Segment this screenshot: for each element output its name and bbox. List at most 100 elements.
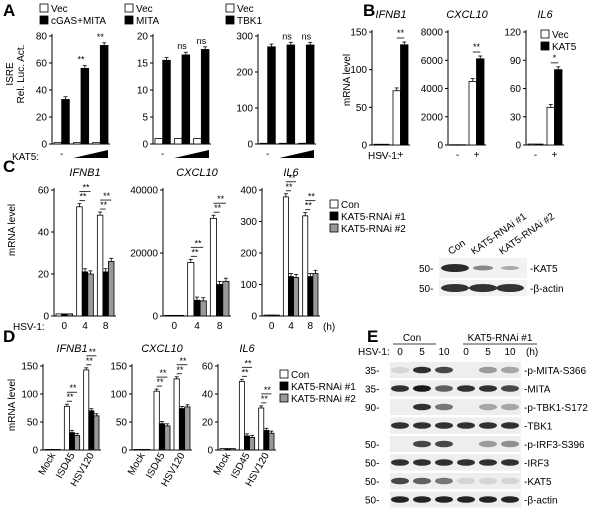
bar — [187, 262, 195, 317]
blot-e-band — [413, 422, 431, 429]
bar — [219, 448, 226, 451]
panel-c-hsv-label: HSV-1: — [13, 322, 45, 333]
bar — [164, 314, 172, 317]
panel-c-ylabel: mRNA level — [7, 204, 18, 256]
y-tick-label: 5 — [142, 113, 148, 124]
bar — [535, 143, 544, 146]
legend-label: KAT5-RNAi #2 — [341, 224, 406, 235]
bar — [244, 435, 250, 451]
bar — [222, 280, 230, 317]
blot-e-band — [391, 422, 409, 429]
y-tick-label: 100 — [236, 104, 253, 115]
x-tick-label: 8 — [103, 321, 109, 332]
bar — [527, 143, 536, 146]
sig-label: ns — [282, 31, 292, 41]
sig-label: ** — [159, 368, 167, 378]
blot-e-band — [391, 366, 409, 374]
bar — [61, 313, 68, 317]
blot-e-mw: 50- — [365, 496, 379, 507]
bar — [164, 425, 171, 451]
blot-e-strip — [390, 491, 521, 508]
bar — [81, 271, 89, 317]
chart-title: IL6 — [283, 167, 299, 179]
bar — [93, 415, 100, 451]
legend-swatch — [124, 3, 134, 13]
panel-letter-d: D — [3, 327, 15, 346]
bar — [80, 68, 90, 145]
bar — [199, 300, 207, 317]
sig-label: ** — [82, 183, 90, 193]
sig-label: ** — [156, 377, 164, 387]
blot-e-band — [435, 422, 453, 429]
blot-e-band — [501, 477, 519, 485]
blot-e-lane: 5 — [485, 347, 491, 358]
panel-letter-c: C — [3, 157, 15, 176]
bar — [162, 59, 171, 145]
chart-panel-b1: IFNB1 0 50 100 150 - + ** — [350, 9, 410, 161]
y-tick-label: 100 — [21, 390, 38, 401]
bar — [178, 408, 186, 451]
bar — [392, 90, 401, 146]
panel-letter-a: A — [3, 1, 15, 20]
sig-label: ns — [302, 31, 312, 41]
x-tick-label: - — [161, 149, 164, 160]
y-tick-label: 2000 — [421, 112, 444, 123]
bar — [259, 142, 269, 145]
chart-title: IFNB1 — [69, 167, 100, 179]
bar — [457, 144, 466, 146]
blot-e-label: -IRF3 — [524, 459, 549, 470]
y-tick-label: 40 — [202, 390, 214, 401]
bar — [144, 449, 151, 451]
legend-swatch — [540, 41, 550, 51]
bar — [96, 214, 104, 317]
y-tick-label: 60 — [202, 362, 214, 373]
y-tick-label: 20 — [202, 418, 214, 429]
blot-e-mw: 50- — [365, 459, 379, 470]
blot-e-group-label: KAT5-RNAi #1 — [468, 333, 533, 344]
bar — [69, 432, 75, 451]
y-tick-label: 40000 — [130, 186, 158, 197]
blot-e-strip — [390, 399, 521, 415]
legend-label: KAT5-RNAi #1 — [291, 382, 356, 393]
y-tick-label: 90 — [510, 56, 522, 67]
legend-swatch — [225, 15, 235, 25]
x-tick-label: 8 — [308, 321, 314, 332]
blot-e-band — [501, 385, 519, 392]
blot-e-band — [435, 496, 453, 503]
chart-title: CXCL10 — [446, 9, 488, 21]
legend-label: KAT5 — [552, 42, 577, 53]
bar — [63, 405, 70, 451]
bar — [83, 369, 90, 451]
bar — [193, 299, 201, 317]
sig-label: ns — [197, 36, 207, 46]
y-tick-label: 0 — [251, 312, 257, 323]
sig-label: ** — [473, 42, 481, 52]
y-tick-label: 60 — [38, 186, 50, 197]
sig-label: ** — [191, 247, 199, 257]
bar — [302, 215, 309, 317]
y-tick-label: 0 — [515, 141, 521, 152]
chart-title: IL6 — [537, 9, 553, 21]
legend-label: KAT5-RNAi #1 — [341, 212, 406, 223]
y-tick-label: 20 — [38, 270, 50, 281]
blot-e-band — [413, 403, 431, 411]
legend-swatch — [39, 3, 49, 13]
blot-e-lane: 0 — [463, 347, 469, 358]
chart-title: CXCL10 — [141, 343, 183, 355]
blot-e-band — [435, 385, 453, 392]
y-tick-label: 4000 — [421, 84, 444, 95]
bar — [88, 410, 95, 451]
blot-c-label: -KAT5 — [530, 264, 558, 275]
y-tick-label: 0 — [437, 141, 443, 152]
blot-e-mw: 35- — [365, 366, 379, 377]
sig-label: ns — [177, 41, 187, 51]
bar — [282, 196, 289, 317]
legend-label: Con — [341, 200, 359, 211]
chart-panel-d3: IL60204060MockISD45HSV120********ConKAT5… — [202, 343, 356, 489]
blot-e-band — [479, 440, 497, 448]
blot-e-band — [457, 422, 475, 429]
blot-e-band — [479, 403, 497, 411]
sig-label: * — [553, 53, 557, 63]
blot-e-band — [479, 477, 497, 485]
